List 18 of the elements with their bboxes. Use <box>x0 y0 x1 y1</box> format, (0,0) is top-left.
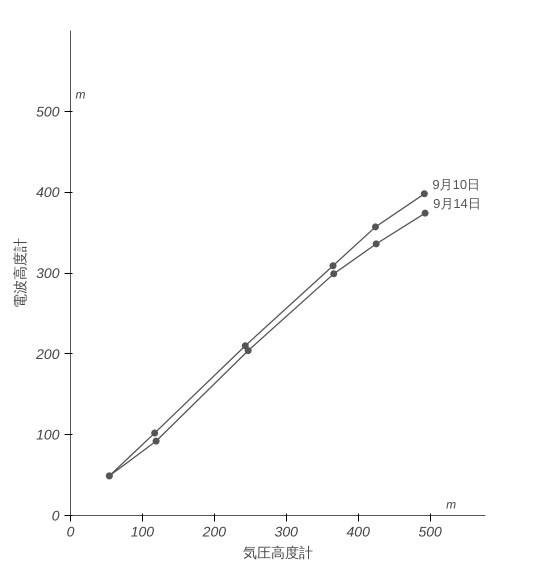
y-tick-label: 100 <box>36 426 60 443</box>
x-axis-title: 気圧高度計 <box>243 544 313 560</box>
series-label: 9月14日 <box>433 196 481 212</box>
x-tick-label: 100 <box>130 524 154 540</box>
y-tick-label: 400 <box>36 184 60 200</box>
y-tick-label: 0 <box>52 508 60 524</box>
y-axis-title: 電波高度計 <box>12 238 28 308</box>
y-tick-label: 500 <box>36 103 60 120</box>
y-tick-label: 200 <box>35 346 60 362</box>
annotation: m <box>446 498 456 512</box>
x-tick-label: 300 <box>274 524 298 540</box>
annotation: m <box>76 87 86 102</box>
x-tick-label: 400 <box>346 524 370 540</box>
y-tick-label: 300 <box>36 265 60 281</box>
x-tick-label: 200 <box>202 524 226 540</box>
x-tick-label: 500 <box>418 524 442 540</box>
series-label: 9月10日 <box>432 176 480 192</box>
x-tick-label: 0 <box>66 524 75 540</box>
